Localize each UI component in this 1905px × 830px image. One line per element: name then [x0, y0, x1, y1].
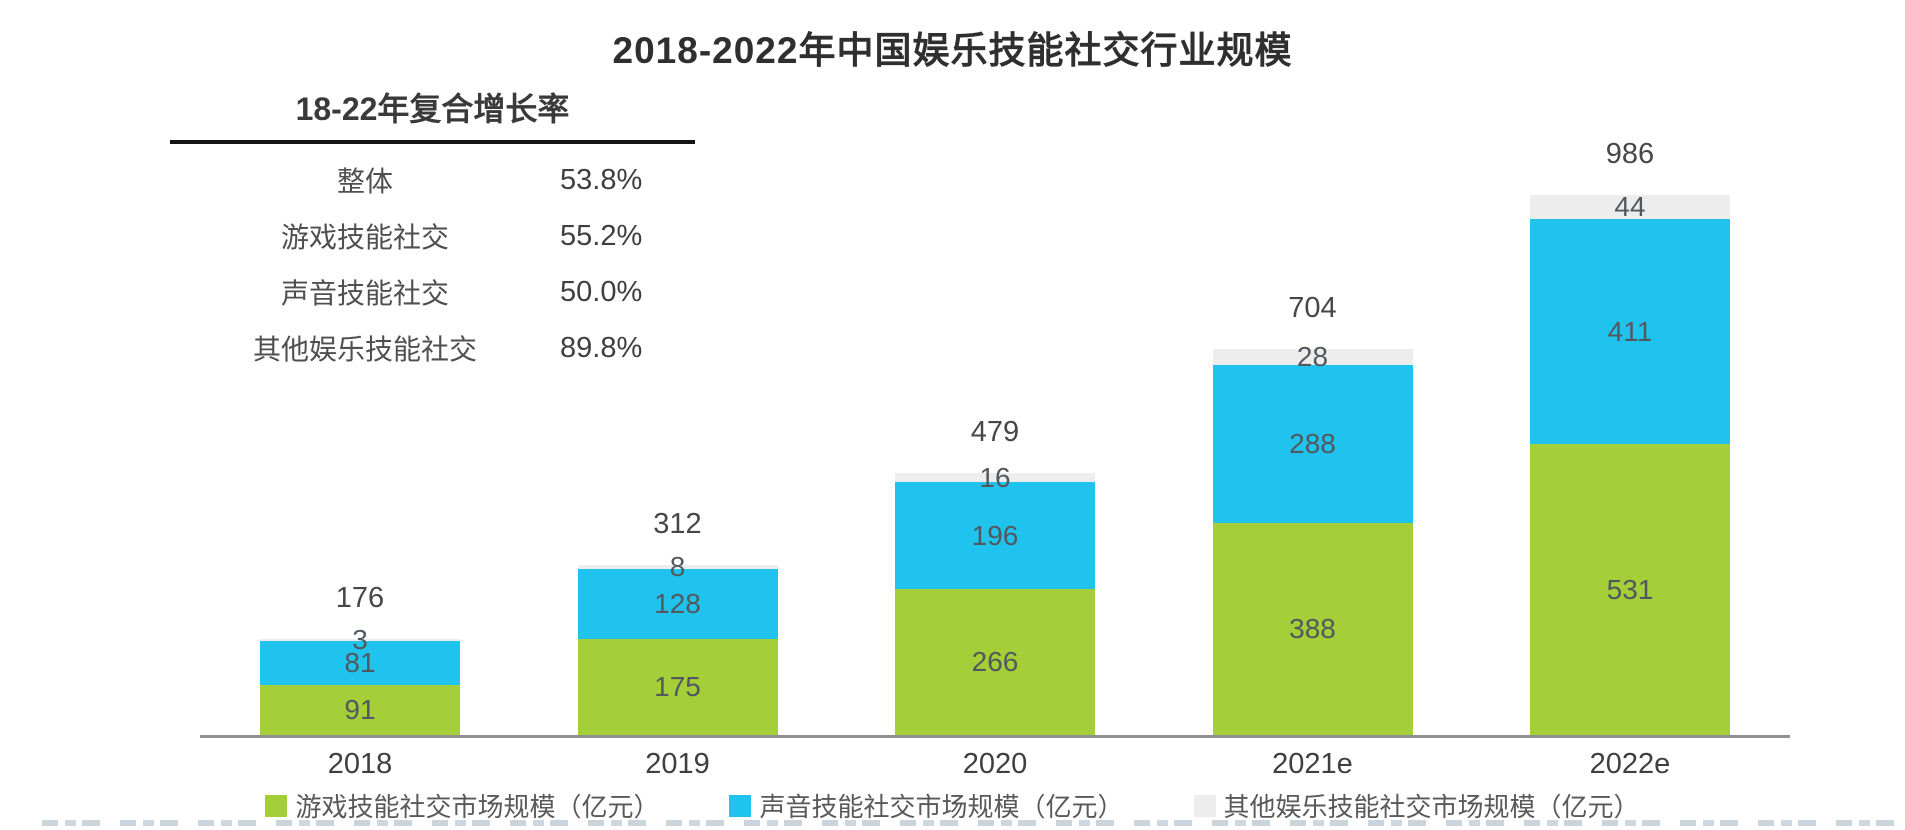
segment-value-label: 8 — [669, 550, 686, 582]
cagr-row-value: 89.8% — [560, 331, 643, 364]
bar-segment-2020-1 — [895, 482, 1095, 590]
bar-total-label: 479 — [970, 416, 1020, 449]
bar-segment-2018-1 — [260, 640, 460, 686]
x-axis-tick-label: 2019 — [645, 748, 710, 780]
cagr-row-label: 游戏技能社交 — [280, 222, 449, 253]
segment-value-label: 531 — [1606, 573, 1654, 605]
bar-segment-2022e-2 — [1530, 195, 1730, 220]
cagr-row-value: 50.0% — [560, 275, 643, 308]
segment-value-label: 128 — [654, 588, 701, 620]
segment-value-label: 91 — [344, 694, 376, 726]
cagr-table-header: 18-22年复合增长率 — [170, 84, 695, 144]
bar-segment-2021e-1 — [1212, 364, 1413, 523]
segment-value-label: 16 — [979, 461, 1011, 493]
bar-segment-2019-0 — [577, 639, 778, 735]
segment-value-label: 388 — [1289, 612, 1336, 644]
segment-value-label: 411 — [1607, 315, 1653, 347]
bar-total-label: 986 — [1605, 138, 1655, 170]
bar-segment-2021e-0 — [1212, 522, 1413, 735]
legend-label: 游戏技能社交市场规模（亿元） — [295, 792, 660, 822]
x-axis-tick-label: 2020 — [962, 748, 1028, 780]
table-row: 其他娱乐技能社交 89.8% — [170, 328, 695, 368]
x-axis-line — [200, 735, 1790, 738]
legend-swatch-voice — [729, 794, 752, 817]
x-axis-tick-label: 2021e — [1272, 748, 1353, 780]
segment-value-label: 175 — [654, 671, 701, 703]
bar-segment-2021e-2 — [1212, 349, 1413, 365]
legend-label: 声音技能社交市场规模（亿元） — [759, 792, 1124, 822]
x-axis-tick-label: 2022e — [1589, 748, 1671, 780]
legend-item-other: 其他娱乐技能社交市场规模（亿元） — [1193, 787, 1640, 824]
cagr-row-label: 其他娱乐技能社交 — [252, 334, 477, 365]
x-axis-tick-label: 2018 — [327, 748, 393, 780]
legend-swatch-game — [265, 794, 288, 817]
legend-label: 其他娱乐技能社交市场规模（亿元） — [1223, 792, 1640, 822]
segment-value-label: 81 — [344, 646, 376, 678]
table-row: 声音技能社交 50.0% — [170, 272, 695, 312]
bar-total-label: 704 — [1288, 292, 1337, 325]
bar-segment-2018-2 — [260, 639, 460, 641]
cagr-row-value: 53.8% — [560, 163, 643, 196]
chart-legend: 游戏技能社交市场规模（亿元） 声音技能社交市场规模（亿元） 其他娱乐技能社交市场… — [0, 787, 1905, 824]
cagr-row-label: 声音技能社交 — [280, 278, 449, 309]
bar-total-label: 176 — [335, 582, 385, 615]
segment-value-label: 3 — [352, 623, 368, 655]
bar-segment-2019-1 — [577, 569, 778, 640]
legend-item-game: 游戏技能社交市场规模（亿元） — [265, 787, 659, 824]
bar-segment-2018-0 — [260, 685, 460, 735]
bar-total-label: 312 — [653, 507, 702, 540]
cagr-table: 18-22年复合增长率 整体 53.8% 游戏技能社交 55.2% 声音技能社交… — [170, 84, 695, 368]
bar-segment-2022e-0 — [1530, 444, 1730, 735]
footnote-clipped-text — [42, 820, 1898, 830]
bar-segment-2022e-1 — [1530, 219, 1730, 445]
table-row: 整体 53.8% — [170, 160, 695, 200]
table-row: 游戏技能社交 55.2% — [170, 216, 695, 256]
segment-value-label: 196 — [971, 519, 1019, 551]
legend-item-voice: 声音技能社交市场规模（亿元） — [729, 787, 1124, 824]
segment-value-label: 44 — [1614, 191, 1646, 223]
bar-segment-2019-2 — [577, 564, 778, 570]
segment-value-label: 28 — [1296, 341, 1329, 373]
page-title: 2018-2022年中国娱乐技能社交行业规模 — [612, 30, 1293, 71]
segment-value-label: 266 — [971, 646, 1019, 678]
bar-segment-2020-2 — [895, 473, 1095, 482]
bar-segment-2020-0 — [895, 589, 1095, 735]
legend-swatch-other — [1193, 794, 1216, 817]
cagr-row-label: 整体 — [336, 166, 393, 197]
segment-value-label: 288 — [1289, 427, 1336, 459]
cagr-row-value: 55.2% — [560, 219, 643, 252]
